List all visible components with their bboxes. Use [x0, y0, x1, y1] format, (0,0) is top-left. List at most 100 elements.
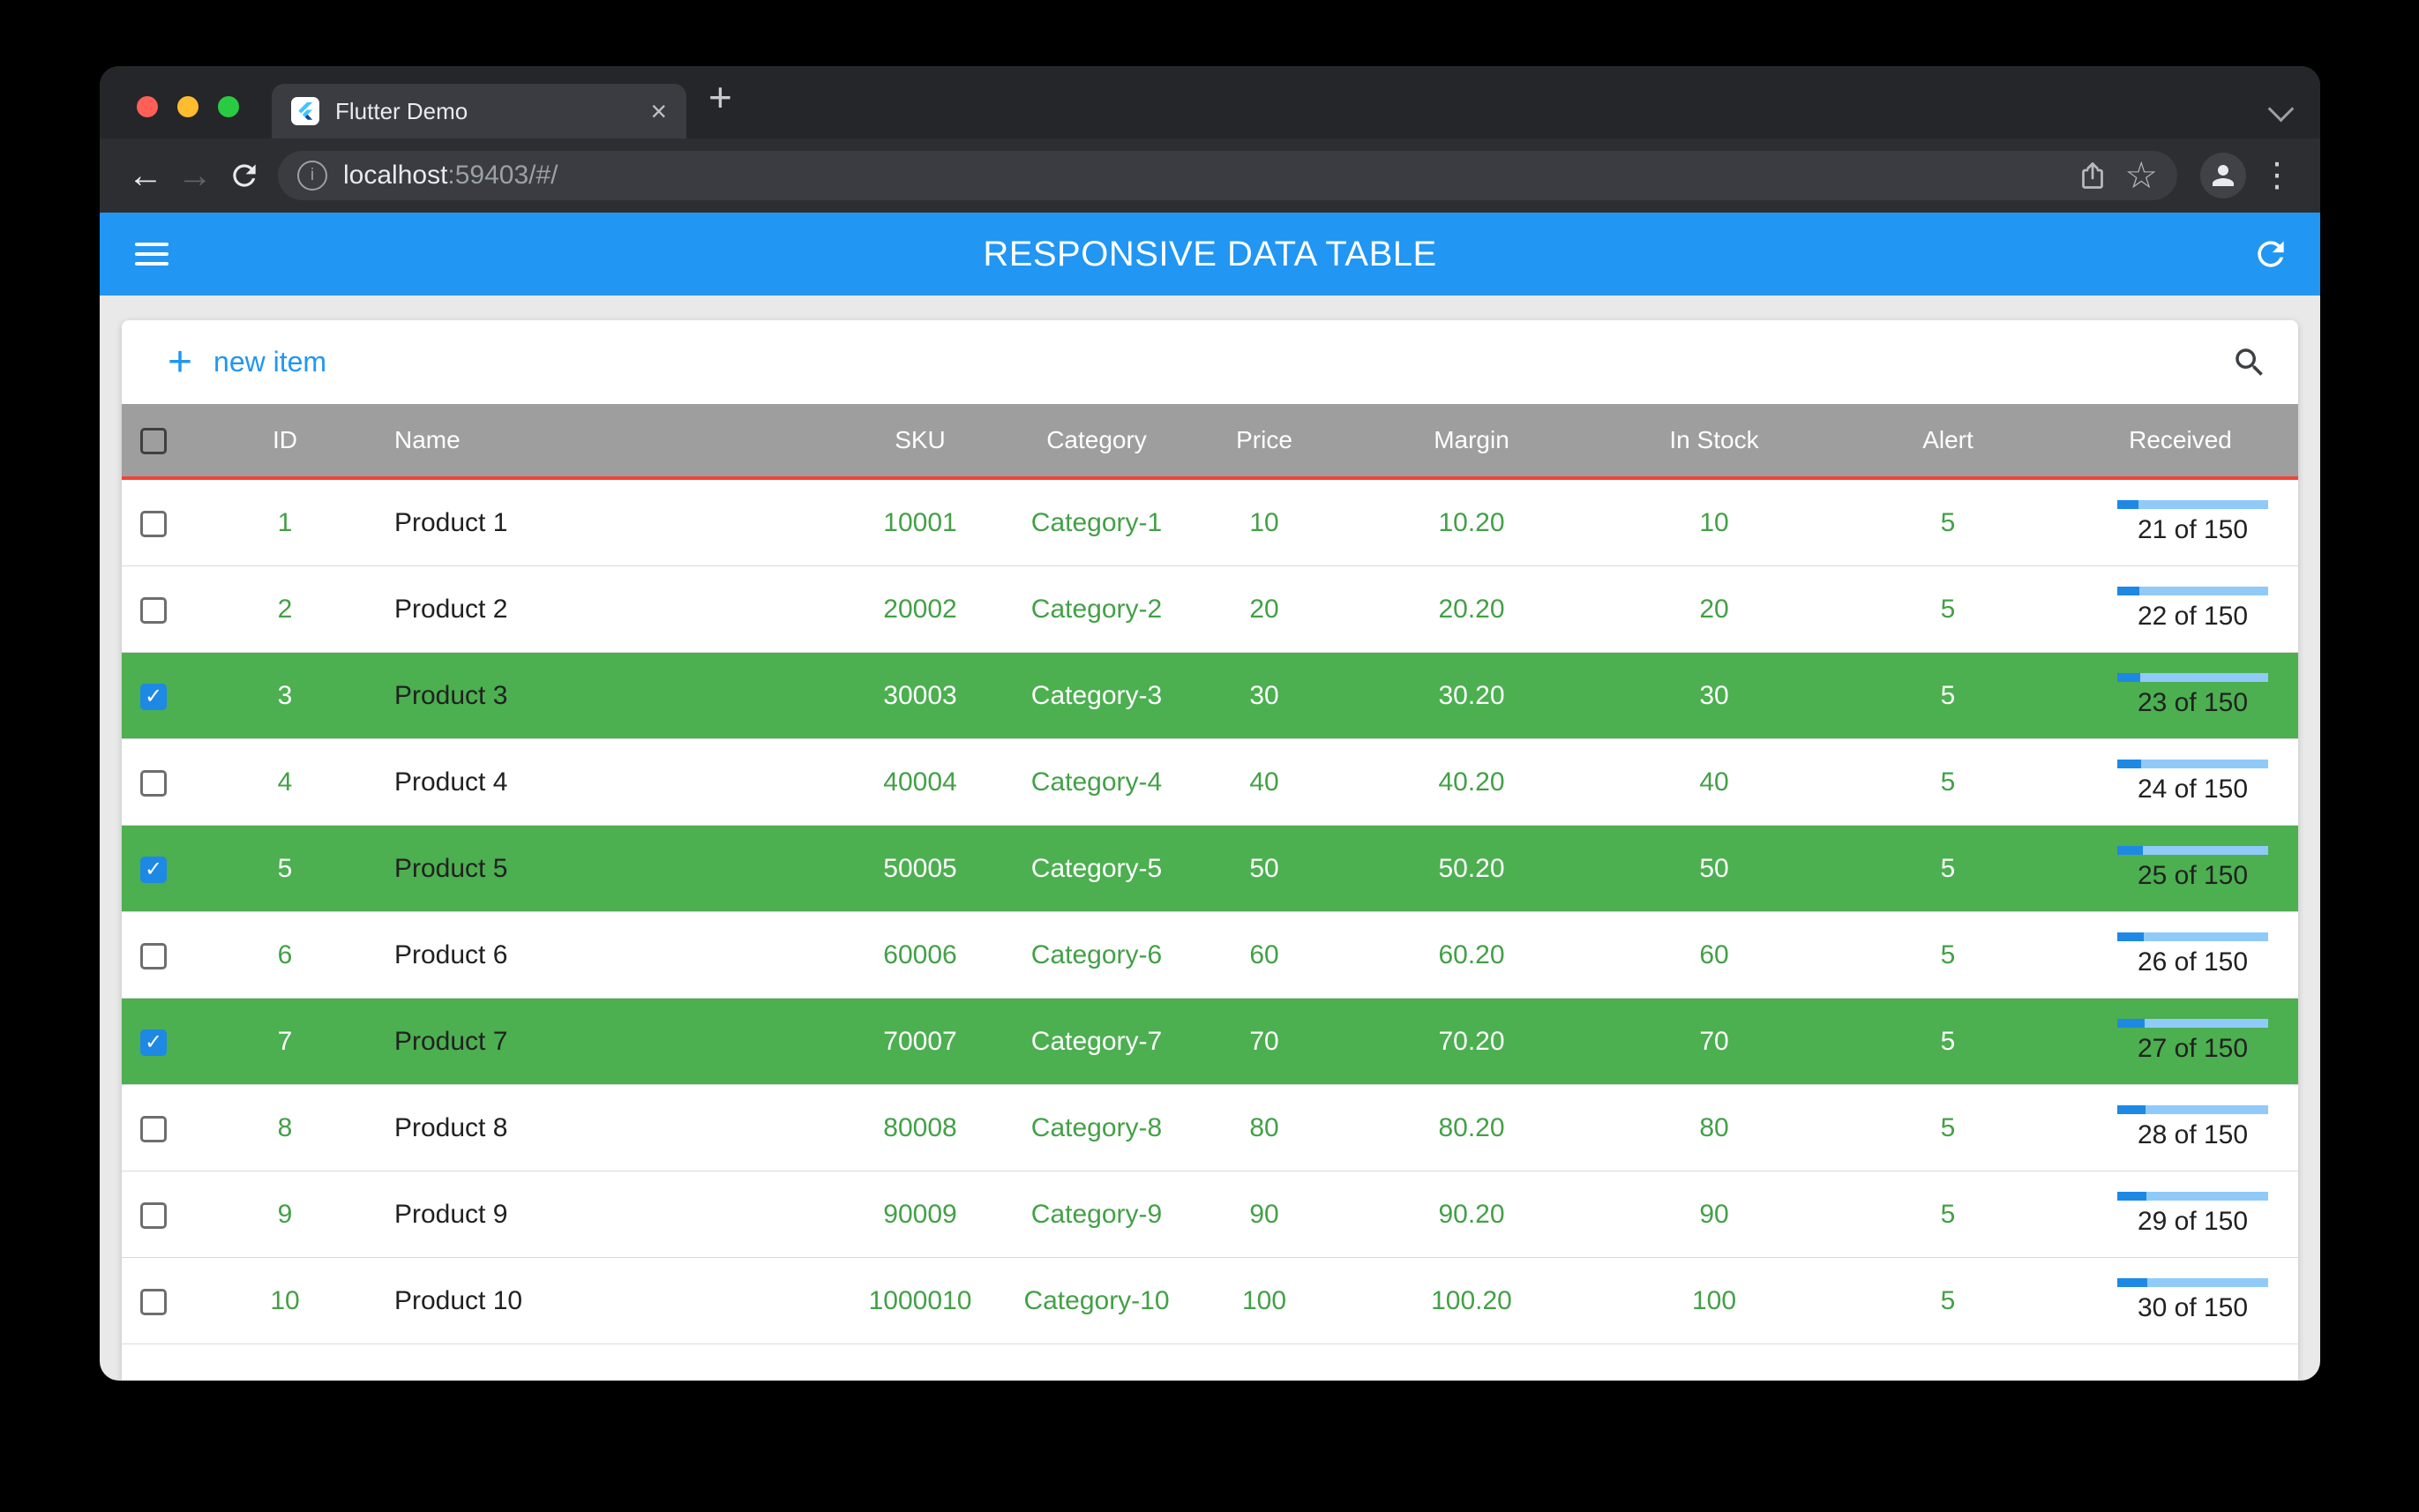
select-all-checkbox[interactable] — [140, 428, 167, 455]
progress-bar-fill — [2117, 1278, 2148, 1287]
received-progress: 26 of 150 — [2117, 932, 2268, 977]
row-checkbox[interactable] — [140, 510, 167, 537]
progress-bar-track — [2117, 932, 2268, 941]
progress-bar-fill — [2117, 1019, 2145, 1028]
add-new-item-button[interactable]: + new item — [168, 341, 326, 383]
row-checkbox-cell — [122, 738, 201, 826]
column-header-price[interactable]: Price — [1180, 404, 1348, 480]
header-checkbox-cell — [122, 404, 201, 480]
data-table-card: + new item — [122, 320, 2298, 1381]
cell-alert: 5 — [1833, 652, 2063, 739]
row-checkbox[interactable]: ✓ — [140, 1029, 167, 1056]
cell-id: 7 — [201, 998, 369, 1085]
cell-alert: 5 — [1833, 738, 2063, 826]
row-checkbox[interactable]: ✓ — [140, 683, 167, 710]
row-checkbox[interactable] — [140, 1201, 167, 1229]
reload-button[interactable] — [220, 159, 269, 192]
chevron-down-icon[interactable] — [2267, 95, 2295, 123]
cell-margin: 30.20 — [1348, 652, 1595, 739]
progress-bar-track — [2117, 587, 2268, 595]
bookmark-star-icon[interactable]: ☆ — [2124, 154, 2158, 196]
table-row[interactable]: ✓ 7 Product 7 70007 Category-7 70 70.20 70 5 27 o… — [122, 998, 2298, 1085]
cell-margin: 60.20 — [1348, 911, 1595, 999]
received-progress: 27 of 150 — [2117, 1019, 2268, 1064]
row-checkbox[interactable] — [140, 1115, 167, 1142]
cell-category: Category-6 — [1013, 911, 1180, 999]
cell-margin: 70.20 — [1348, 998, 1595, 1085]
progress-bar-fill — [2117, 500, 2138, 509]
browser-tab[interactable]: Flutter Demo × — [272, 84, 686, 138]
cell-name: Product 9 — [369, 1171, 828, 1258]
column-header-margin[interactable]: Margin — [1348, 404, 1595, 480]
table-row[interactable]: 8 Product 8 80008 Category-8 80 80.20 80 5 28 of… — [122, 1084, 2298, 1171]
refresh-data-button[interactable] — [2251, 235, 2290, 273]
tab-strip: Flutter Demo × + — [100, 66, 2320, 138]
row-checkbox[interactable]: ✓ — [140, 856, 167, 883]
cell-received: 30 of 150 — [2063, 1257, 2298, 1344]
table-row[interactable]: 4 Product 4 40004 Category-4 40 40.20 40 5 24 of… — [122, 738, 2298, 826]
close-window-button[interactable] — [137, 96, 158, 117]
table-body: 1 Product 1 10001 Category-1 10 10.20 10 5 21 of… — [122, 478, 2298, 1344]
table-row[interactable]: 10 Product 10 1000010 Category-10 100 100.20 1… — [122, 1257, 2298, 1344]
column-header-id[interactable]: ID — [201, 404, 369, 480]
cell-margin: 40.20 — [1348, 738, 1595, 826]
table-row[interactable]: ✓ 5 Product 5 50005 Category-5 50 50.20 50 5 25 o… — [122, 825, 2298, 912]
minimize-window-button[interactable] — [177, 96, 198, 117]
row-checkbox[interactable] — [140, 1288, 167, 1315]
cell-margin: 20.20 — [1348, 565, 1595, 653]
menu-hamburger-icon[interactable] — [135, 243, 169, 266]
maximize-window-button[interactable] — [218, 96, 239, 117]
table-row[interactable]: 2 Product 2 20002 Category-2 20 20.20 20 5 22 of… — [122, 565, 2298, 653]
column-header-in-stock[interactable]: In Stock — [1595, 404, 1833, 480]
column-header-received[interactable]: Received — [2063, 404, 2298, 480]
table-row[interactable]: 9 Product 9 90009 Category-9 90 90.20 90 5 29 of… — [122, 1171, 2298, 1258]
row-checkbox[interactable] — [140, 942, 167, 969]
cell-sku: 40004 — [828, 738, 1013, 826]
column-header-alert[interactable]: Alert — [1833, 404, 2063, 480]
column-header-category[interactable]: Category — [1013, 404, 1180, 480]
cell-sku: 80008 — [828, 1084, 1013, 1171]
cell-category: Category-8 — [1013, 1084, 1180, 1171]
cell-price: 10 — [1180, 478, 1348, 566]
cell-id: 9 — [201, 1171, 369, 1258]
cell-sku: 70007 — [828, 998, 1013, 1085]
cell-sku: 60006 — [828, 911, 1013, 999]
cell-price: 80 — [1180, 1084, 1348, 1171]
received-progress: 21 of 150 — [2117, 500, 2268, 545]
profile-avatar[interactable] — [2200, 153, 2246, 198]
site-info-icon[interactable]: i — [297, 161, 327, 191]
cell-id: 10 — [201, 1257, 369, 1344]
close-tab-icon[interactable]: × — [650, 95, 667, 127]
cell-alert: 5 — [1833, 1257, 2063, 1344]
cell-id: 8 — [201, 1084, 369, 1171]
back-button[interactable]: ← — [128, 156, 163, 195]
address-bar[interactable]: i localhost:59403/#/ ☆ — [278, 151, 2177, 200]
progress-bar-track — [2117, 846, 2268, 855]
received-label: 29 of 150 — [2137, 1207, 2249, 1236]
cell-price: 70 — [1180, 998, 1348, 1085]
table-row[interactable]: 6 Product 6 60006 Category-6 60 60.20 60 5 26 of… — [122, 911, 2298, 999]
browser-window: Flutter Demo × + ← → i localhost:59403/#… — [100, 66, 2320, 1381]
cell-price: 60 — [1180, 911, 1348, 999]
received-label: 28 of 150 — [2137, 1120, 2249, 1149]
row-checkbox[interactable] — [140, 769, 167, 797]
received-label: 22 of 150 — [2137, 602, 2249, 631]
column-header-sku[interactable]: SKU — [828, 404, 1013, 480]
browser-toolbar: ← → i localhost:59403/#/ ☆ — [100, 138, 2320, 213]
new-tab-button[interactable]: + — [708, 74, 732, 120]
row-checkbox[interactable] — [140, 596, 167, 624]
cell-margin: 80.20 — [1348, 1084, 1595, 1171]
progress-bar-fill — [2117, 587, 2140, 595]
table-row[interactable]: ✓ 3 Product 3 30003 Category-3 30 30.20 30 5 23 o… — [122, 652, 2298, 739]
received-label: 24 of 150 — [2137, 775, 2249, 804]
table-row[interactable]: 1 Product 1 10001 Category-1 10 10.20 10 5 21 of… — [122, 478, 2298, 566]
card-toolbar: + new item — [122, 320, 2298, 404]
app-bar: RESPONSIVE DATA TABLE — [100, 213, 2320, 296]
search-button[interactable] — [2231, 344, 2268, 381]
browser-menu-icon[interactable]: ⋮ — [2260, 157, 2294, 194]
cell-alert: 5 — [1833, 998, 2063, 1085]
cell-name: Product 2 — [369, 565, 828, 653]
share-icon[interactable] — [2077, 160, 2108, 191]
cell-in-stock: 20 — [1595, 565, 1833, 653]
column-header-name[interactable]: Name — [369, 404, 828, 480]
